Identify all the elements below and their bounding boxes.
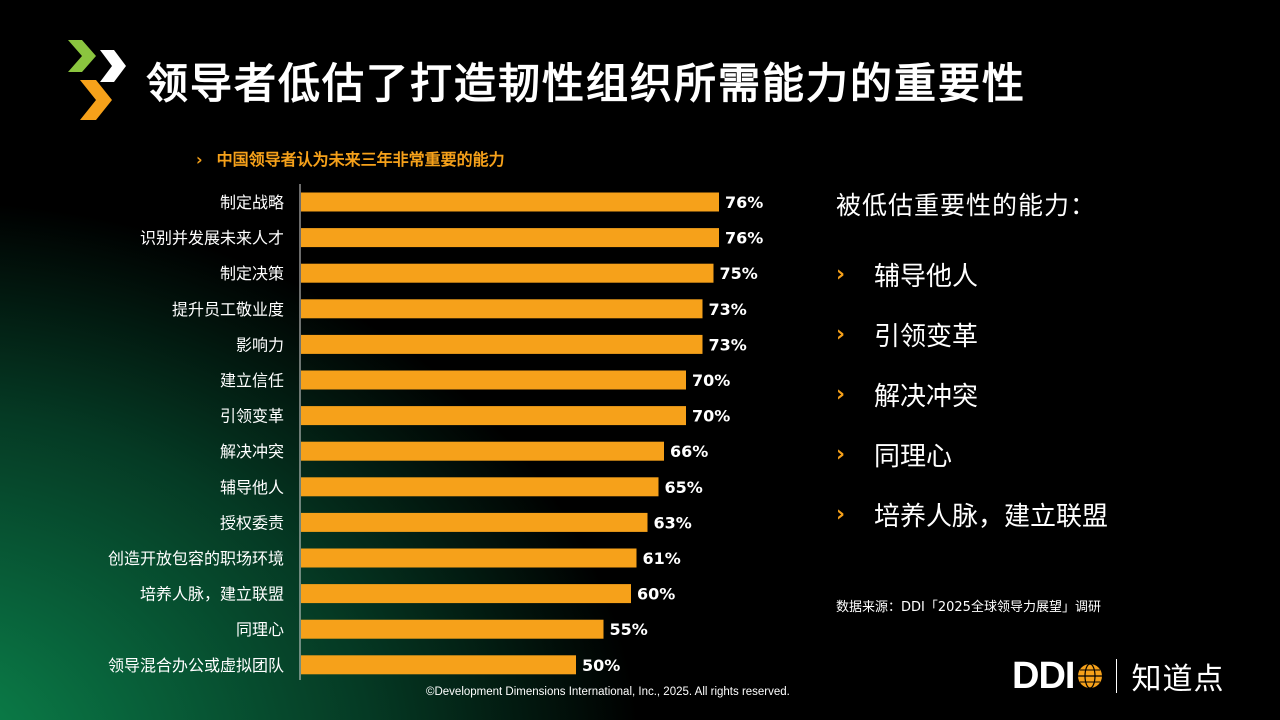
category-label: 识别并发展未来人才: [140, 229, 284, 248]
value-label: 75%: [720, 264, 758, 283]
value-label: 76%: [725, 229, 763, 248]
ddi-logo-chevrons-icon: [68, 40, 126, 120]
chart-subtitle: › 中国领导者认为未来三年非常重要的能力: [196, 146, 505, 170]
list-item-label: 解决冲突: [874, 381, 979, 412]
value-label: 70%: [692, 371, 730, 390]
value-label: 76%: [725, 193, 763, 212]
side-heading: 被低估重要性的能力：: [836, 191, 1097, 220]
bar-chart: 制定战略 76% 识别并发展未来人才 76% 制定决策 75% 提升员工敬业度 73% 影响力 7…: [108, 184, 763, 680]
chart-title: 中国领导者认为未来三年非常重要的能力: [216, 150, 505, 169]
bar: [301, 192, 719, 212]
value-label: 70%: [692, 407, 730, 426]
globe-icon: [1078, 663, 1103, 689]
bar: [301, 299, 703, 319]
bar: [301, 370, 686, 390]
value-label: 61%: [643, 549, 681, 568]
chevron-right-icon: ›: [836, 321, 846, 347]
category-label: 创造开放包容的职场环境: [108, 549, 284, 568]
chevron-right-icon: ›: [836, 441, 846, 467]
category-label: 建立信任: [220, 371, 284, 390]
chevron-right-icon: ›: [836, 381, 846, 407]
bar: [301, 263, 714, 283]
category-label: 解决冲突: [220, 442, 284, 461]
bar: [301, 548, 637, 568]
partner-logo: 知道点: [1131, 662, 1225, 697]
bar: [301, 477, 659, 497]
bar: [301, 406, 686, 426]
value-label: 73%: [709, 335, 747, 354]
bar: [301, 619, 604, 639]
value-label: 60%: [637, 585, 675, 604]
category-label: 制定战略: [220, 193, 284, 212]
category-label: 引领变革: [220, 407, 284, 426]
category-label: 影响力: [236, 335, 284, 354]
underestimated-list: › 辅导他人 › 引领变革 › 解决冲突 › 同理心 › 培养人脉，建立联盟: [836, 244, 1108, 544]
list-item-label: 培养人脉，建立联盟: [874, 501, 1109, 532]
bar: [301, 334, 703, 354]
category-label: 领导混合办公或虚拟团队: [108, 656, 284, 675]
brand-footer: DDI 知道点: [1012, 654, 1225, 698]
category-label: 辅导他人: [220, 478, 284, 497]
list-item-label: 引领变革: [874, 321, 979, 352]
value-label: 65%: [665, 478, 703, 497]
category-label: 授权委责: [220, 513, 284, 532]
value-label: 66%: [670, 442, 708, 461]
list-item: › 同理心: [836, 424, 1108, 484]
ddi-logo: DDI: [1012, 654, 1075, 697]
list-item: › 引领变革: [836, 304, 1108, 364]
bar: [301, 655, 576, 675]
category-label: 培养人脉，建立联盟: [140, 585, 284, 604]
list-item-label: 辅导他人: [874, 261, 979, 292]
value-label: 73%: [709, 300, 747, 319]
list-item: › 辅导他人: [836, 244, 1108, 304]
chevron-right-icon: ›: [836, 501, 846, 527]
bar: [301, 584, 631, 604]
value-label: 63%: [654, 513, 692, 532]
category-label: 提升员工敬业度: [172, 300, 284, 319]
bar: [301, 228, 719, 248]
list-item: › 培养人脉，建立联盟: [836, 484, 1108, 544]
chevron-right-icon: ›: [196, 150, 203, 169]
data-source: 数据来源：DDI「2025全球领导力展望」调研: [836, 600, 1101, 615]
bar: [301, 512, 648, 532]
bar: [301, 441, 664, 461]
category-label: 同理心: [236, 620, 284, 639]
value-label: 55%: [610, 620, 648, 639]
category-label: 制定决策: [220, 264, 284, 283]
list-item: › 解决冲突: [836, 364, 1108, 424]
brand-divider: [1116, 659, 1118, 693]
copyright: ©Development Dimensions International, I…: [426, 686, 790, 698]
chevron-right-icon: ›: [836, 261, 846, 287]
value-label: 50%: [582, 656, 620, 675]
page-title: 领导者低估了打造韧性组织所需能力的重要性: [146, 59, 1027, 108]
list-item-label: 同理心: [874, 441, 953, 472]
